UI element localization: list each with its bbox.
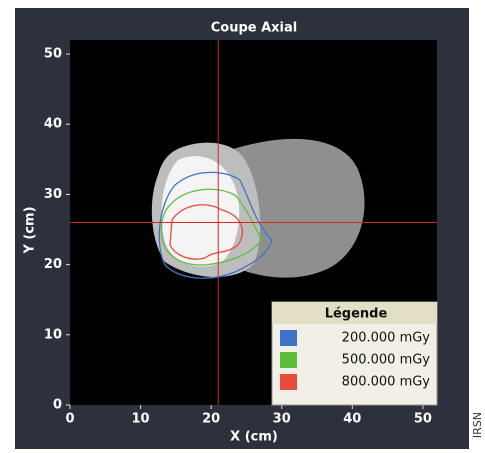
legend-swatch — [280, 352, 297, 368]
page: Coupe Axial X (cm) Y (cm) IRSN 0 10 20 30 40… — [0, 0, 485, 453]
x-tick-label: 10 — [132, 412, 150, 427]
x-tick-label: 30 — [273, 412, 291, 427]
y-axis-label: Y (cm) — [23, 206, 38, 254]
y-tick-label: 50 — [44, 47, 62, 62]
watermark: IRSN — [471, 412, 484, 438]
legend-swatch — [280, 374, 297, 390]
legend-label: 500.000 mGy — [342, 353, 431, 368]
x-tick-label: 40 — [343, 412, 361, 427]
legend-label: 800.000 mGy — [342, 375, 431, 390]
legend-swatch — [280, 330, 297, 346]
chart-title: Coupe Axial — [211, 21, 298, 36]
legend: Légende 200.000 mGy 500.000 mGy 800.000 mG… — [272, 302, 437, 405]
y-tick-label: 20 — [44, 257, 62, 272]
x-tick-label: 0 — [65, 412, 74, 427]
y-tick-label: 0 — [53, 398, 62, 413]
x-tick-label: 20 — [202, 412, 220, 427]
y-tick-label: 30 — [44, 187, 62, 202]
y-tick-label: 40 — [44, 117, 62, 132]
x-axis-label: X (cm) — [230, 430, 278, 445]
x-tick-label: 50 — [414, 412, 432, 427]
chart: Coupe Axial X (cm) Y (cm) IRSN 0 10 20 30 40… — [0, 0, 485, 449]
y-tick-label: 10 — [44, 327, 62, 342]
legend-label: 200.000 mGy — [342, 331, 431, 346]
legend-title: Légende — [325, 307, 388, 322]
